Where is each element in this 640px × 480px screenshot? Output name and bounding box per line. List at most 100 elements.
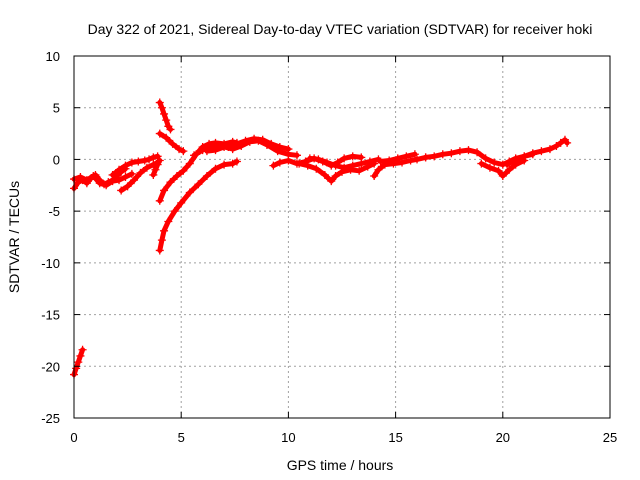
data-point [228, 145, 237, 154]
data-point [153, 152, 162, 161]
data-point [314, 155, 323, 164]
x-tick-label: 5 [178, 430, 185, 445]
data-point [340, 163, 349, 172]
series-arc-19 [477, 156, 529, 180]
data-point [275, 158, 284, 167]
series-arc-5 [108, 152, 162, 179]
series-arc-6 [149, 156, 164, 179]
data-point [303, 161, 312, 170]
data-point [511, 155, 520, 164]
series-line [150, 158, 163, 178]
data-point [292, 151, 301, 160]
data-point [498, 171, 507, 180]
grid [74, 56, 610, 418]
data-point [245, 137, 254, 146]
data-point [166, 178, 175, 187]
data-point [305, 154, 314, 163]
data-traces [70, 98, 572, 379]
data-point [185, 188, 194, 197]
series-arc-15 [305, 154, 383, 172]
series-arc-7 [155, 98, 175, 134]
data-point [108, 170, 117, 179]
data-point [455, 147, 464, 156]
data-point [485, 163, 494, 172]
data-point [185, 159, 194, 168]
series-arc-8 [155, 129, 188, 156]
data-point [134, 157, 143, 166]
series-arc-10 [155, 157, 241, 255]
data-point [155, 98, 164, 107]
data-point [160, 186, 169, 195]
data-point [76, 173, 85, 182]
data-point [273, 147, 282, 156]
data-point [160, 109, 169, 118]
data-point [262, 140, 271, 149]
data-point [220, 160, 229, 169]
data-point [552, 141, 561, 150]
data-point [312, 164, 321, 173]
data-point [177, 198, 186, 207]
data-point [211, 164, 220, 173]
data-point [220, 143, 229, 152]
data-point [164, 217, 173, 226]
data-point [237, 141, 246, 150]
data-point [322, 158, 331, 167]
data-point [74, 358, 83, 367]
data-point [348, 152, 357, 161]
x-tick-label: 10 [281, 430, 295, 445]
data-point [168, 139, 177, 148]
data-point [413, 155, 422, 164]
data-point [170, 207, 179, 216]
data-point [127, 169, 136, 178]
series-line [504, 137, 570, 168]
series-line [157, 159, 240, 253]
data-point [117, 186, 126, 195]
data-point [376, 157, 385, 166]
data-point [421, 153, 430, 162]
data-point [370, 171, 379, 180]
data-point [157, 236, 166, 245]
data-point [269, 161, 278, 170]
data-point [190, 151, 199, 160]
data-point [78, 345, 87, 354]
data-point [284, 156, 293, 165]
data-point [545, 145, 554, 154]
data-point [320, 170, 329, 179]
data-point [365, 157, 374, 166]
plot-frame [73, 55, 611, 419]
data-point [563, 138, 572, 147]
series-arc-14 [295, 159, 379, 186]
data-point [115, 165, 124, 174]
y-axis-label: SDTVAR / TECUs [6, 181, 22, 293]
data-point [410, 150, 419, 159]
data-point [211, 146, 220, 155]
data-point [331, 171, 340, 180]
data-point [140, 156, 149, 165]
data-point [175, 145, 184, 154]
data-point [490, 158, 499, 167]
data-point [232, 157, 241, 166]
data-point [202, 147, 211, 156]
data-point [481, 154, 490, 163]
data-point [127, 158, 136, 167]
y-tick-label: 10 [46, 49, 60, 64]
data-point [155, 156, 164, 165]
x-tick-label: 15 [388, 430, 402, 445]
series-arc-12 [202, 136, 301, 160]
data-point [162, 133, 171, 142]
data-point [473, 148, 482, 157]
y-tick-label: -20 [41, 359, 60, 374]
data-point [374, 165, 383, 174]
data-point [528, 149, 537, 158]
data-point [331, 161, 340, 170]
data-point [402, 152, 411, 161]
data-point [477, 159, 486, 168]
data-point [520, 152, 529, 161]
data-point [166, 125, 175, 134]
y-tick-label: -5 [48, 204, 60, 219]
data-point [179, 166, 188, 175]
data-point [155, 129, 164, 138]
y-tick-label: -25 [41, 411, 60, 426]
y-tick-label: 0 [53, 152, 60, 167]
